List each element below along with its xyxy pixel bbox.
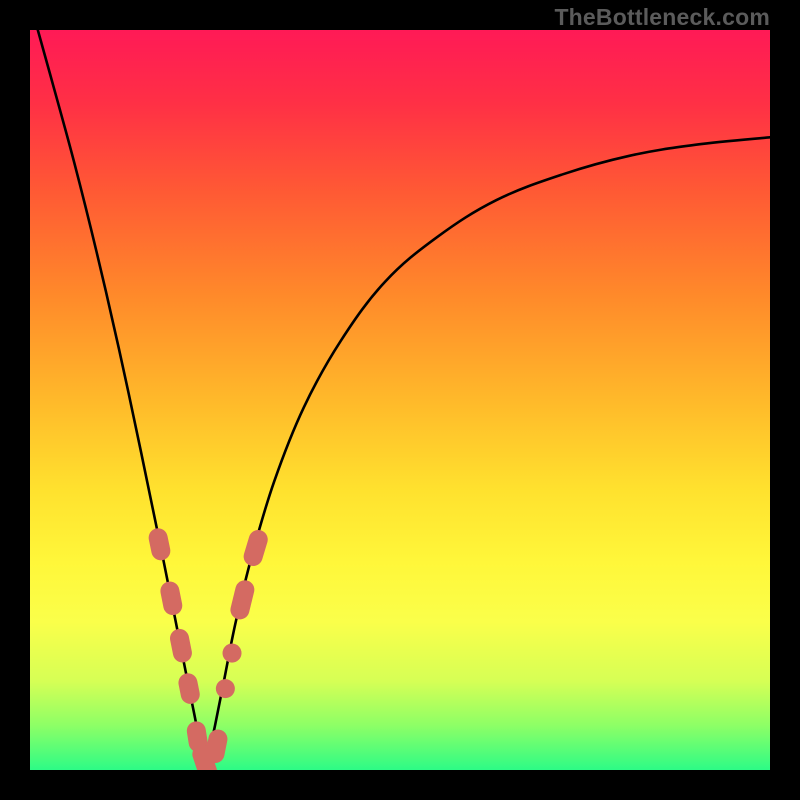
curve-marker-pill xyxy=(177,672,202,706)
curve-marker-pill xyxy=(241,528,270,569)
plot-area xyxy=(30,30,770,770)
curve-marker-dot xyxy=(216,679,235,698)
curve-marker-pill xyxy=(204,728,229,765)
bottleneck-curve xyxy=(30,30,770,770)
watermark-text: TheBottleneck.com xyxy=(554,4,770,31)
outer-frame: TheBottleneck.com xyxy=(0,0,800,800)
curve-marker-pill xyxy=(228,578,256,621)
curve-path xyxy=(34,30,770,763)
curve-group xyxy=(34,30,770,763)
curve-marker-pill xyxy=(159,580,184,617)
curve-marker-dot xyxy=(223,644,242,663)
curve-marker-pill xyxy=(147,527,172,562)
marker-group xyxy=(147,527,270,770)
curve-marker-pill xyxy=(168,627,193,664)
